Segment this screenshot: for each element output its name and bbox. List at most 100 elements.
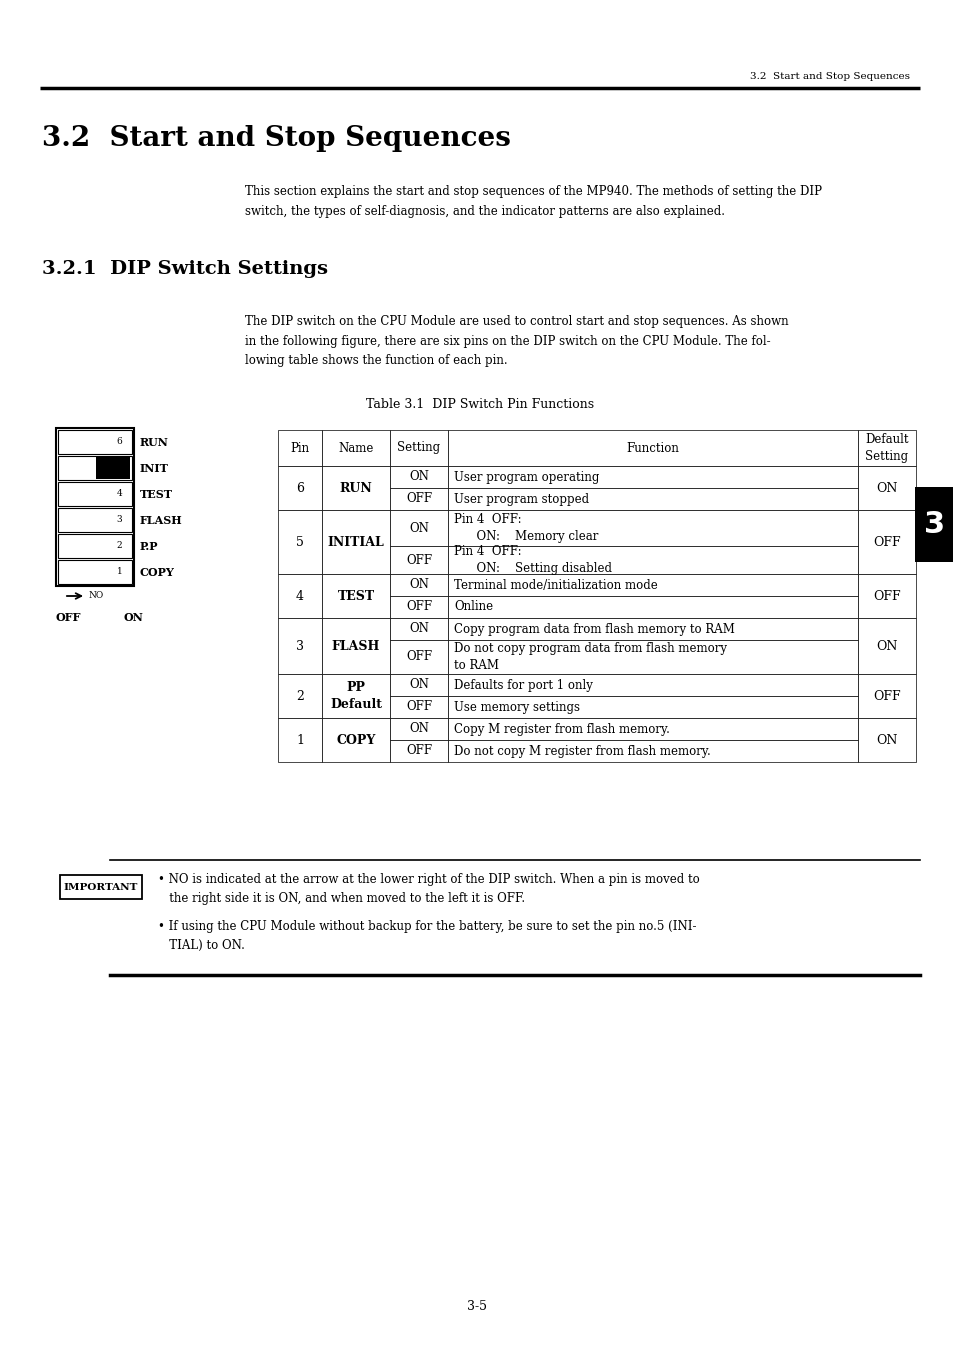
Bar	[322, 466, 390, 509]
Bar	[448, 617, 857, 640]
Text: 1: 1	[116, 567, 122, 577]
Bar	[60, 875, 142, 898]
Bar	[857, 617, 915, 674]
Bar	[390, 617, 448, 640]
Bar	[390, 466, 448, 488]
Text: OFF: OFF	[872, 589, 900, 603]
Bar	[277, 674, 322, 717]
Text: Do not copy M register from flash memory.: Do not copy M register from flash memory…	[454, 744, 710, 758]
Text: 1: 1	[295, 734, 304, 747]
Text: Name: Name	[338, 442, 374, 454]
Text: NO: NO	[89, 592, 104, 600]
Text: This section explains the start and stop sequences of the MP940. The methods of : This section explains the start and stop…	[245, 185, 821, 218]
Bar	[58, 482, 132, 507]
Text: OFF: OFF	[406, 493, 432, 505]
Bar	[448, 488, 857, 509]
Bar	[857, 509, 915, 574]
Bar	[857, 717, 915, 762]
Bar	[277, 574, 322, 617]
Text: ON: ON	[409, 723, 429, 735]
Bar	[448, 740, 857, 762]
Text: OFF: OFF	[406, 600, 432, 613]
Text: 6: 6	[295, 481, 304, 494]
Text: 3: 3	[923, 509, 944, 539]
Text: OFF: OFF	[406, 744, 432, 758]
Bar	[277, 717, 322, 762]
Text: COPY: COPY	[336, 734, 375, 747]
Text: INITIAL: INITIAL	[327, 535, 384, 549]
Bar	[448, 430, 857, 466]
Bar	[390, 509, 448, 546]
Text: INIT: INIT	[140, 462, 169, 473]
Text: OFF: OFF	[872, 689, 900, 703]
Text: Copy program data from flash memory to RAM: Copy program data from flash memory to R…	[454, 623, 734, 635]
Text: Setting: Setting	[397, 442, 440, 454]
Text: Pin: Pin	[290, 442, 309, 454]
Text: ON: ON	[876, 734, 897, 747]
Text: ON: ON	[876, 639, 897, 653]
Text: RUN: RUN	[339, 481, 372, 494]
Bar	[448, 696, 857, 717]
Bar	[322, 430, 390, 466]
Text: OFF: OFF	[872, 535, 900, 549]
Bar	[277, 430, 322, 466]
Text: ON: ON	[409, 678, 429, 692]
Text: TEST: TEST	[337, 589, 375, 603]
Text: • NO is indicated at the arrow at the lower right of the DIP switch. When a pin : • NO is indicated at the arrow at the lo…	[158, 873, 699, 905]
Text: 5: 5	[295, 535, 304, 549]
Bar	[390, 740, 448, 762]
Text: ON: ON	[124, 612, 144, 623]
Text: The DIP switch on the CPU Module are used to control start and stop sequences. A: The DIP switch on the CPU Module are use…	[245, 315, 788, 367]
Text: 3-5: 3-5	[467, 1300, 486, 1313]
Text: 3: 3	[116, 516, 122, 524]
Bar	[322, 617, 390, 674]
Text: RUN: RUN	[140, 436, 169, 447]
Text: Do not copy program data from flash memory
to RAM: Do not copy program data from flash memo…	[454, 642, 726, 671]
Bar	[390, 696, 448, 717]
Text: OFF: OFF	[56, 612, 81, 623]
Text: COPY: COPY	[140, 566, 174, 577]
Bar	[448, 509, 857, 546]
Text: Table 3.1  DIP Switch Pin Functions: Table 3.1 DIP Switch Pin Functions	[366, 399, 594, 411]
Bar	[56, 428, 133, 586]
Bar	[390, 640, 448, 674]
Text: FLASH: FLASH	[140, 515, 182, 526]
Bar	[322, 574, 390, 617]
Bar	[448, 546, 857, 574]
Bar	[857, 466, 915, 509]
Text: 3.2  Start and Stop Sequences: 3.2 Start and Stop Sequences	[749, 72, 909, 81]
Bar	[58, 534, 132, 558]
Bar	[448, 674, 857, 696]
Text: ON: ON	[409, 521, 429, 535]
Bar	[322, 674, 390, 717]
Text: User program operating: User program operating	[454, 470, 598, 484]
Bar	[58, 508, 132, 532]
Text: 5: 5	[116, 463, 122, 473]
Text: FLASH: FLASH	[332, 639, 380, 653]
Bar	[58, 430, 132, 454]
Text: Online: Online	[454, 600, 493, 613]
Text: ON: ON	[409, 470, 429, 484]
Bar	[390, 717, 448, 740]
Text: • If using the CPU Module without backup for the battery, be sure to set the pin: • If using the CPU Module without backup…	[158, 920, 696, 952]
Bar	[448, 717, 857, 740]
Text: 3.2  Start and Stop Sequences: 3.2 Start and Stop Sequences	[42, 126, 511, 153]
Bar	[277, 509, 322, 574]
Text: TEST: TEST	[140, 489, 172, 500]
Text: IMPORTANT: IMPORTANT	[64, 882, 138, 892]
Text: OFF: OFF	[406, 650, 432, 663]
Bar	[58, 561, 132, 584]
Bar	[914, 486, 953, 562]
Text: 2: 2	[116, 542, 122, 550]
Text: Pin 4  OFF:
      ON:    Setting disabled: Pin 4 OFF: ON: Setting disabled	[454, 544, 612, 576]
Text: User program stopped: User program stopped	[454, 493, 589, 505]
Text: Function: Function	[626, 442, 679, 454]
Text: ON: ON	[409, 578, 429, 592]
Bar	[390, 674, 448, 696]
Text: OFF: OFF	[406, 701, 432, 713]
Text: 6: 6	[116, 438, 122, 446]
Text: Copy M register from flash memory.: Copy M register from flash memory.	[454, 723, 669, 735]
Text: ON: ON	[409, 623, 429, 635]
Bar	[277, 466, 322, 509]
Bar	[58, 457, 132, 480]
